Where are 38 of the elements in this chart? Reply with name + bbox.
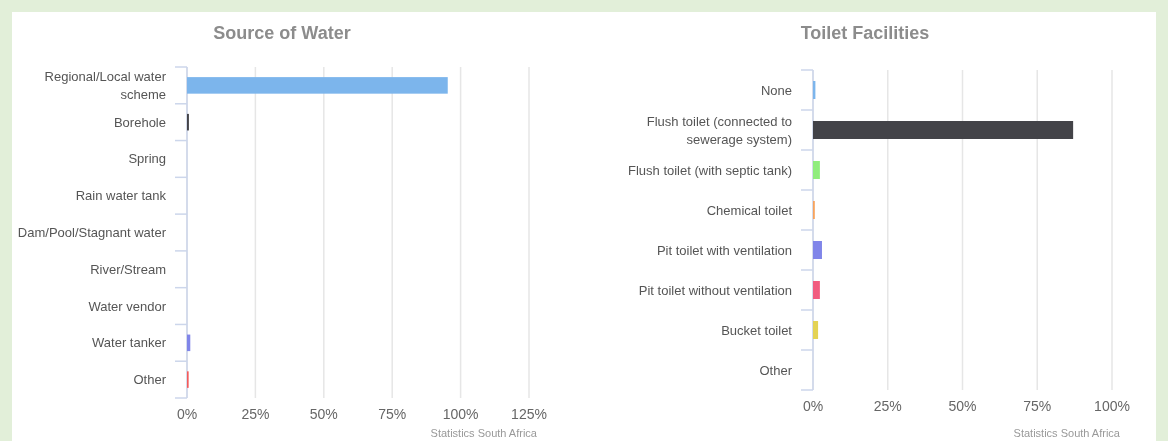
- y-tick-label: Water tanker: [92, 335, 167, 351]
- chart-title: Source of Water: [213, 23, 351, 43]
- bar: [187, 77, 448, 94]
- x-tick-label: 75%: [1023, 398, 1052, 414]
- y-tick-label: Spring: [128, 151, 166, 167]
- y-tick-label: Water vendor: [88, 298, 167, 314]
- y-tick-label: Rain water tank: [75, 188, 167, 204]
- y-tick-label: Flush toilet (with septic tank): [627, 162, 792, 178]
- x-tick-label: 25%: [873, 398, 902, 414]
- y-tick-label: River/Stream: [90, 261, 166, 277]
- y-tick-label: Dam/Pool/Stagnant water: [17, 225, 167, 240]
- x-tick-label: 0%: [802, 398, 824, 414]
- x-tick-label: 100%: [442, 406, 479, 422]
- x-tick-label: 0%: [176, 406, 198, 422]
- bar: [813, 321, 819, 339]
- x-tick-label: 50%: [948, 398, 977, 414]
- y-tick-label: Flush toilet (connected to sewerage system): [646, 113, 792, 147]
- bar: [813, 121, 1074, 139]
- text: Statistics South Africa: [430, 427, 538, 439]
- x-tick-label: 100%: [1094, 398, 1130, 414]
- y-tick-label: Bucket toilet: [721, 322, 793, 338]
- x-tick-label: 75%: [378, 406, 407, 422]
- y-tick-label: Other: [133, 372, 167, 388]
- bar: [813, 161, 820, 179]
- chart-title: Toilet Facilities: [800, 23, 930, 43]
- bar: [813, 281, 820, 299]
- y-tick-label: Chemical toilet: [706, 202, 793, 218]
- y-tick-label: Pit toilet with ventilation: [656, 242, 792, 258]
- x-tick-label: 25%: [241, 406, 270, 422]
- bar: [813, 241, 822, 259]
- x-tick-label: 50%: [309, 406, 338, 422]
- text: Statistics South Africa: [1013, 427, 1121, 439]
- y-tick-label: Regional/Local water scheme: [44, 68, 167, 102]
- x-tick-label: 125%: [511, 406, 547, 422]
- y-tick-label: None: [760, 82, 792, 98]
- y-tick-label: Other: [759, 362, 793, 378]
- y-tick-label: Borehole: [113, 114, 166, 130]
- y-tick-label: Pit toilet without ventilation: [638, 282, 792, 298]
